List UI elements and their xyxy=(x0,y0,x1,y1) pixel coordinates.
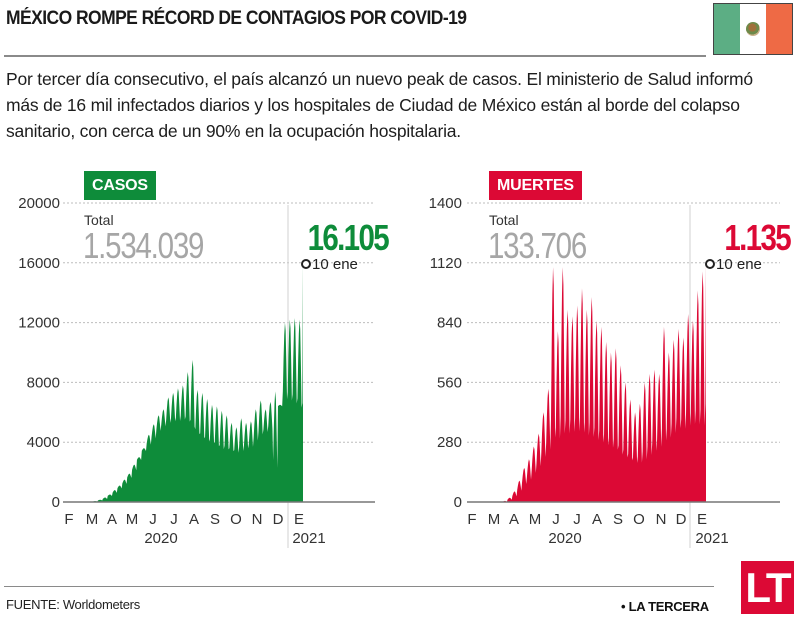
casos-month-label: N xyxy=(252,511,263,528)
casos-month-label: M xyxy=(86,511,99,528)
title-divider xyxy=(4,55,706,57)
flag-white-band xyxy=(740,4,766,54)
muertes-last-point-marker xyxy=(705,259,715,269)
casos-year-label: 2021 xyxy=(292,530,325,547)
muertes-total-value: 133.706 xyxy=(488,225,586,265)
muertes-month-label: N xyxy=(656,511,667,528)
casos-total-label: Total xyxy=(84,212,114,228)
muertes-year-label: 2021 xyxy=(695,530,728,547)
la-tercera-logo: LT xyxy=(741,561,794,614)
muertes-total-label: Total xyxy=(489,212,519,228)
muertes-month-label: M xyxy=(488,511,501,528)
muertes-month-label: E xyxy=(697,511,707,528)
casos-area-series xyxy=(64,261,303,502)
muertes-ytick-label: 840 xyxy=(437,315,462,332)
muertes-year-label: 2020 xyxy=(548,530,581,547)
casos-month-label: J xyxy=(170,511,178,528)
casos-last-value: 16.105 xyxy=(308,217,390,257)
source-label: FUENTE: Worldometers xyxy=(6,597,140,612)
casos-ytick-label: 20000 xyxy=(18,195,60,212)
flag-emblem-icon xyxy=(746,22,760,36)
source-divider xyxy=(4,586,714,587)
muertes-month-label: J xyxy=(552,511,560,528)
flag-red-band xyxy=(766,4,792,54)
casos-ytick-label: 4000 xyxy=(27,434,60,451)
casos-ytick-label: 12000 xyxy=(18,315,60,332)
muertes-month-label: J xyxy=(573,511,581,528)
muertes-month-label: F xyxy=(467,511,476,528)
page-title: MÉXICO ROMPE RÉCORD DE CONTAGIOS POR COV… xyxy=(6,8,467,29)
casos-last-date-label: 10 ene xyxy=(312,256,358,273)
muertes-badge: MUERTES xyxy=(489,171,582,200)
casos-badge: CASOS xyxy=(84,171,156,200)
casos-month-label: A xyxy=(189,511,199,528)
muertes-month-label: D xyxy=(676,511,687,528)
mexico-flag-icon xyxy=(713,3,793,55)
muertes-month-label: O xyxy=(633,511,645,528)
muertes-month-label: A xyxy=(509,511,519,528)
casos-month-label: S xyxy=(210,511,220,528)
casos-month-label: M xyxy=(126,511,139,528)
casos-month-label: D xyxy=(273,511,284,528)
casos-month-label: A xyxy=(107,511,117,528)
casos-year-label: 2020 xyxy=(144,530,177,547)
muertes-month-label: M xyxy=(529,511,542,528)
casos-month-label: E xyxy=(294,511,304,528)
intro-paragraph: Por tercer día consecutivo, el país alca… xyxy=(6,69,753,141)
muertes-last-value: 1.135 xyxy=(724,217,791,257)
brand-label: • LA TERCERA xyxy=(621,599,709,614)
muertes-ytick-label: 1120 xyxy=(430,255,462,272)
muertes-ytick-label: 0 xyxy=(454,494,462,511)
casos-ytick-label: 16000 xyxy=(18,255,60,272)
muertes-month-label: A xyxy=(592,511,602,528)
casos-total-value: 1.534.039 xyxy=(83,225,203,265)
muertes-ytick-label: 1400 xyxy=(429,195,462,212)
flag-green-band xyxy=(714,4,740,54)
muertes-ytick-label: 560 xyxy=(437,374,462,391)
casos-month-label: J xyxy=(149,511,157,528)
muertes-area-series xyxy=(469,259,706,502)
muertes-month-label: S xyxy=(613,511,623,528)
casos-ytick-label: 0 xyxy=(52,494,60,511)
muertes-ytick-label: 280 xyxy=(437,434,462,451)
casos-month-label: O xyxy=(230,511,242,528)
muertes-last-date-label: 10 ene xyxy=(716,256,762,273)
casos-month-label: F xyxy=(64,511,73,528)
casos-ytick-label: 8000 xyxy=(27,374,60,391)
casos-last-point-marker xyxy=(301,259,311,269)
